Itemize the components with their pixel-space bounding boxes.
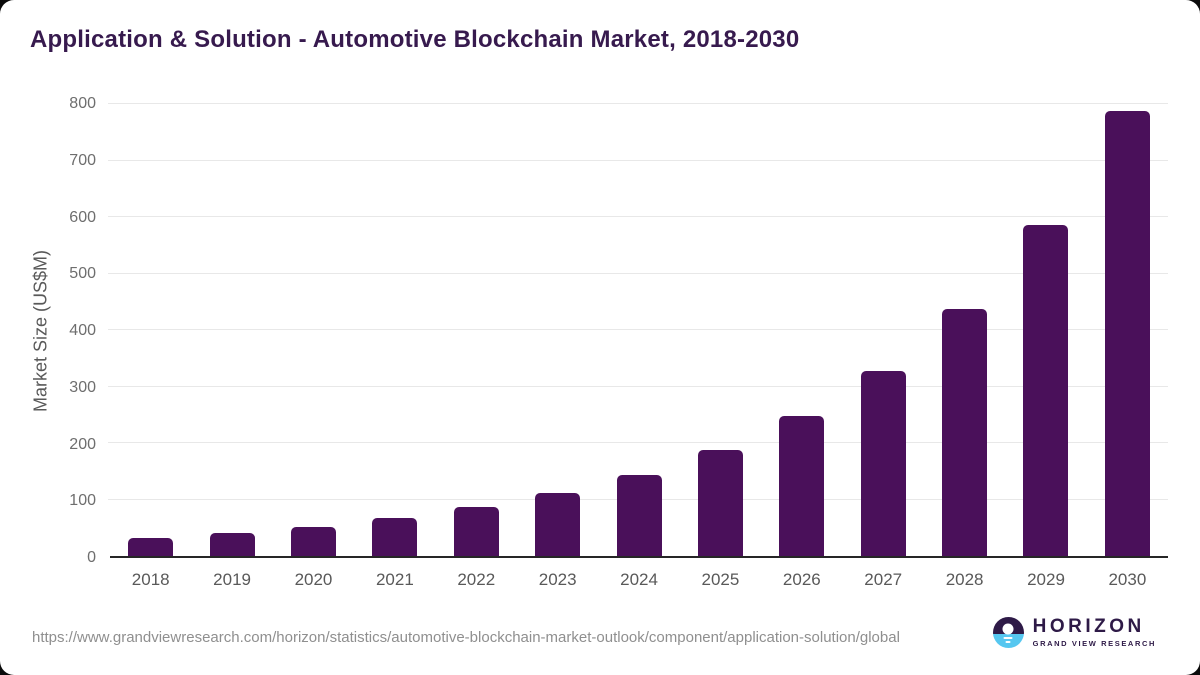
bar-2024[interactable] [616, 474, 662, 556]
logo-wave-line [1005, 641, 1011, 643]
bar-2021[interactable] [372, 518, 418, 556]
x-tick-label-2028: 2028 [945, 570, 984, 589]
gridline-800 [108, 103, 1168, 104]
bar-2028[interactable] [942, 308, 988, 556]
y-tick-label-600: 600 [69, 208, 96, 226]
bar-2026[interactable] [779, 415, 825, 556]
gridline-700 [108, 159, 1168, 161]
y-tick-label-400: 400 [69, 322, 96, 339]
plot-area [108, 103, 1168, 558]
x-tick-label-2029: 2029 [1027, 570, 1065, 589]
bar-slot-2028 [924, 104, 1005, 556]
x-tick-label-2020: 2020 [294, 570, 333, 589]
logo-tagline: GRAND VIEW RESEARCH [1032, 639, 1156, 648]
horizon-sunset-circle-icon [992, 617, 1024, 648]
bar-slot-2026 [761, 104, 842, 556]
bar-slot-2030 [1087, 104, 1168, 556]
logo-brand: HORIZON [1032, 616, 1145, 637]
bar-slot-2025 [680, 104, 761, 556]
bar-slot-2019 [191, 104, 272, 556]
logo-sun-hole [1002, 623, 1014, 635]
logo-wave-line [1003, 637, 1013, 639]
x-tick-label-2023: 2023 [538, 570, 577, 589]
logo-text: HORIZON GRAND VIEW RESEARCH [1033, 617, 1156, 648]
gridline-200 [108, 442, 1168, 443]
bars-row [110, 104, 1168, 556]
gridline-600 [108, 216, 1168, 217]
y-tick-label-800: 800 [69, 95, 96, 112]
footer-source-url: https://www.grandviewresearch.com/horizo… [32, 629, 900, 646]
bar-slot-2018 [110, 104, 191, 556]
bar-slot-2027 [843, 104, 924, 556]
x-tick-label-2021: 2021 [375, 570, 414, 589]
bar-2027[interactable] [860, 370, 906, 556]
bar-2022[interactable] [453, 507, 499, 556]
y-tick-label-500: 500 [69, 265, 96, 283]
bar-2020[interactable] [290, 527, 336, 556]
bar-slot-2022 [436, 104, 517, 556]
bar-2030[interactable] [1104, 111, 1150, 556]
x-tick-label-2025: 2025 [701, 570, 740, 589]
horizon-logo: HORIZON GRAND VIEW RESEARCH [992, 617, 1156, 648]
x-tick-label-2022: 2022 [457, 570, 496, 589]
bar-slot-2021 [354, 104, 435, 556]
x-tick-label-2030: 2030 [1108, 570, 1147, 589]
x-tick-label-2026: 2026 [782, 570, 821, 589]
bar-slot-2023 [517, 104, 598, 556]
bar-2023[interactable] [535, 493, 581, 556]
bar-slot-2029 [1005, 104, 1086, 556]
x-tick-label-2019: 2019 [213, 570, 251, 589]
bar-2029[interactable] [1023, 225, 1069, 556]
x-tick-label-2018: 2018 [131, 570, 170, 589]
bar-2019[interactable] [209, 533, 255, 556]
y-tick-label-0: 0 [87, 549, 96, 566]
bar-2025[interactable] [697, 449, 743, 556]
page-title: Application & Solution - Automotive Bloc… [30, 26, 800, 53]
gridline-400 [108, 329, 1168, 330]
y-tick-label-700: 700 [69, 151, 96, 169]
gridline-500 [108, 272, 1168, 274]
y-tick-label-300: 300 [69, 378, 96, 396]
bar-slot-2024 [598, 104, 679, 556]
gridline-300 [108, 385, 1168, 387]
bar-2018[interactable] [128, 537, 174, 556]
x-tick-label-2024: 2024 [620, 570, 658, 589]
x-axis: 2018 2019 2020 2021 2022 2023 2024 2025 2026 2027… [110, 566, 1168, 590]
x-tick-label-2027: 2027 [864, 570, 903, 589]
bar-slot-2020 [273, 104, 354, 556]
y-tick-label-100: 100 [69, 492, 96, 510]
y-axis: 0 100 200 300 400 500 600 700 800 [0, 95, 96, 566]
y-tick-label-200: 200 [69, 435, 96, 453]
